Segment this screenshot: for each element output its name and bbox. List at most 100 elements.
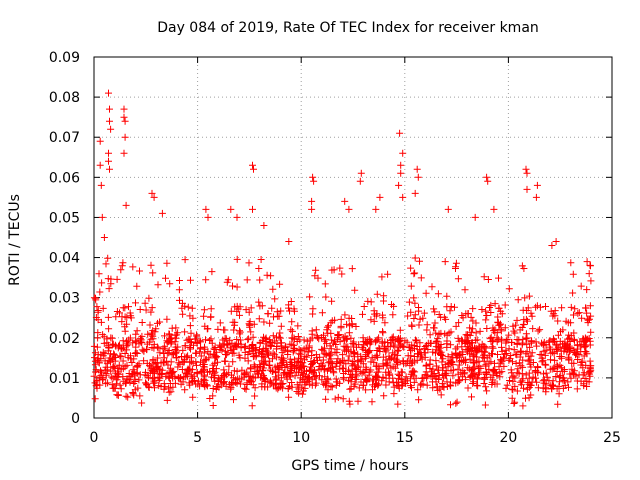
data-point [563,348,571,356]
data-point [478,306,486,313]
data-point [230,326,238,334]
data-point [334,393,342,401]
data-point [331,395,339,403]
data-point [494,319,502,327]
data-point [273,345,280,353]
data-point [308,360,316,368]
data-point [319,361,327,369]
data-point [206,368,214,375]
data-point [513,340,521,347]
data-point [190,372,198,380]
data-point [554,317,562,325]
data-point [94,308,102,316]
data-point [278,356,286,364]
data-point [106,117,113,125]
data-point [469,380,477,387]
data-point [219,336,227,344]
data-point [413,165,421,173]
data-point [231,341,239,349]
data-point [263,271,271,279]
data-point [308,352,316,359]
data-point [523,169,531,177]
data-point [482,307,490,315]
data-point [487,373,495,381]
data-point [223,341,231,349]
data-point [276,329,284,337]
data-point [552,238,560,245]
data-point [519,321,527,329]
data-point [410,294,418,302]
data-point [147,261,155,269]
data-point [343,347,350,355]
data-point [290,305,298,313]
data-point [555,382,563,390]
data-point [179,378,187,386]
data-point [547,356,554,364]
data-point [328,297,336,305]
data-point [108,381,116,389]
data-point [382,381,390,389]
data-point [331,337,338,345]
data-point [122,201,130,209]
data-point [373,352,381,360]
data-point [121,117,129,125]
data-point [430,370,438,377]
data-point [491,329,499,337]
data-point [461,376,469,384]
data-point [101,357,109,365]
data-point [379,314,387,322]
data-point [379,360,387,368]
data-point [407,352,415,360]
data-point [104,379,112,387]
data-point [212,354,220,362]
data-point [443,340,451,348]
data-point [435,347,443,355]
data-point [105,325,113,333]
data-point [312,266,320,274]
data-point [243,276,251,284]
data-point [92,314,100,321]
data-point [325,322,332,330]
data-point [452,263,459,271]
data-point [351,286,359,294]
data-point [149,375,157,383]
data-point [454,334,462,342]
data-point [555,390,563,398]
data-point [564,353,572,361]
data-point [99,304,107,312]
data-point [119,259,127,267]
data-point [389,349,397,357]
data-point [361,369,369,377]
data-point [116,309,123,317]
data-point [368,354,376,362]
data-point [107,334,115,342]
data-point [411,269,419,277]
data-point [376,193,384,201]
data-point [523,185,531,193]
data-point [201,343,208,351]
data-point [260,353,268,361]
data-point [165,330,173,338]
data-point [540,370,547,378]
data-point [381,338,389,346]
data-point [233,283,241,291]
data-point [201,322,209,330]
data-point [523,340,531,348]
data-point [149,332,157,340]
data-point [494,351,501,358]
data-point [469,305,477,313]
data-point [252,351,260,359]
data-point [311,272,319,280]
data-point [525,374,533,382]
data-point [358,369,366,377]
data-point [154,354,162,362]
data-point [303,374,311,382]
data-point [202,336,209,344]
data-point [106,165,113,173]
data-point [397,169,405,177]
data-point [418,374,426,382]
data-point [441,258,449,266]
data-point [345,377,352,385]
data-point [457,357,465,364]
data-point [269,368,277,375]
